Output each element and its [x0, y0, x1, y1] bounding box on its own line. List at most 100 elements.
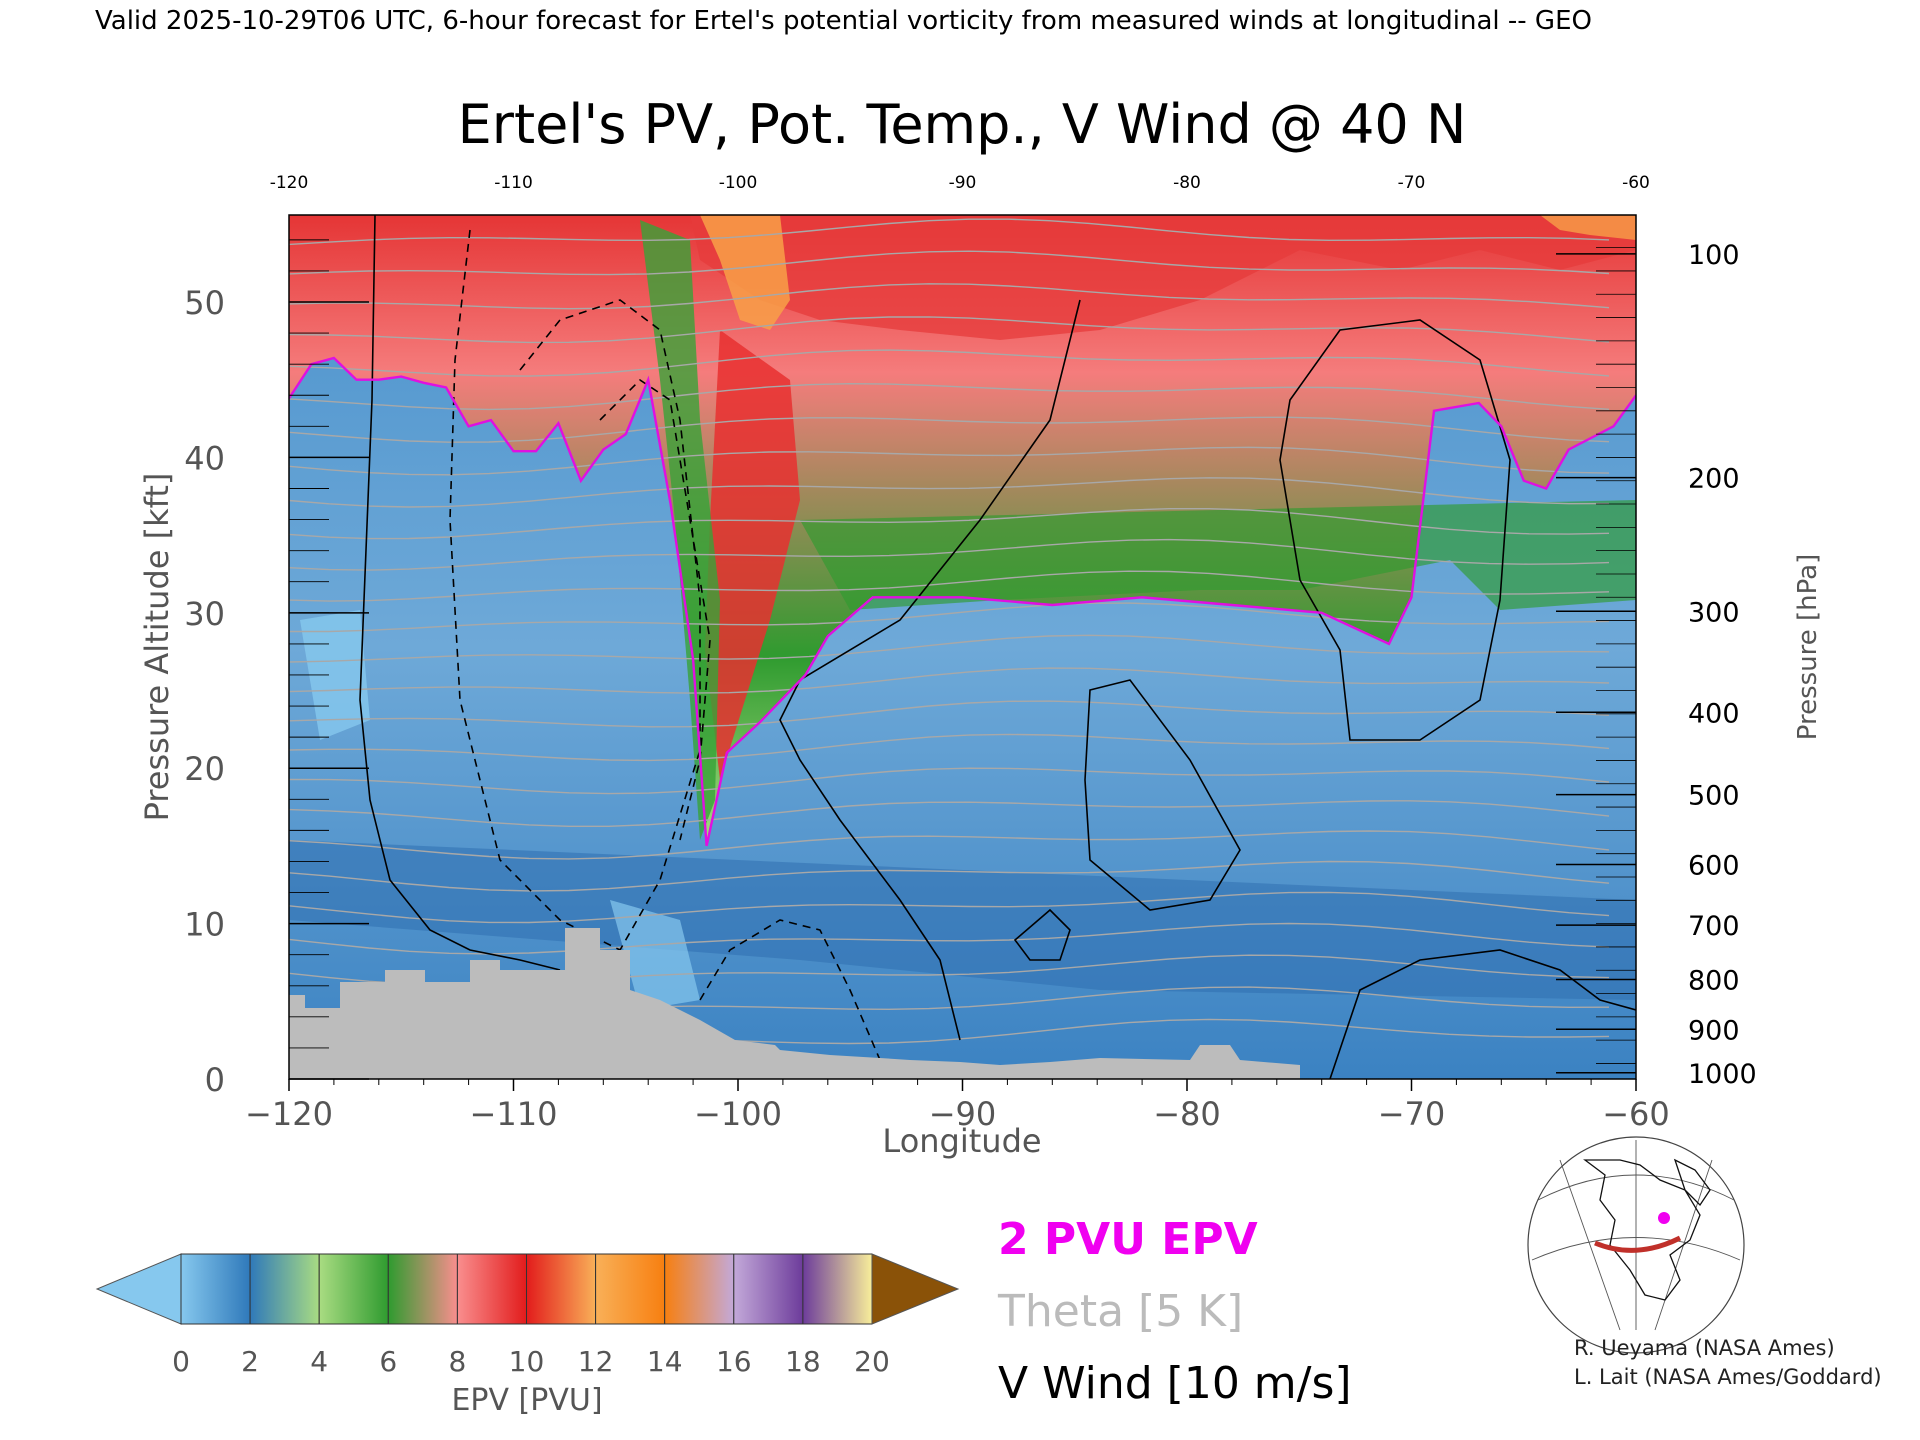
- x-tick-label: −110: [470, 1095, 558, 1133]
- theta-contour-line: [289, 922, 1610, 955]
- colorbar-low-arrow: [95, 1253, 182, 1325]
- credit-lait: L. Lait (NASA Ames/Goddard): [1574, 1365, 1882, 1389]
- v-wind-neg20-contour: [519, 299, 701, 951]
- y-tick-label: 50: [184, 284, 225, 322]
- map-coastline: [1583, 1158, 1711, 1301]
- x-top-axis: -120 -110 -100 -90 -80 -70 -60: [270, 173, 1650, 193]
- pressure-tick-label: 500: [1688, 781, 1740, 812]
- pressure-tick-label: 400: [1688, 698, 1740, 729]
- colorbar-tick-label: 4: [310, 1345, 328, 1378]
- x-top-tick-label: -110: [494, 173, 533, 193]
- y-tick-label: 0: [205, 1061, 225, 1099]
- colorbar: 0 2 4 6 8 10 12 14 16 18 20: [95, 1253, 960, 1378]
- colorbar-tick-label: 2: [241, 1345, 259, 1378]
- x-top-tick-label: -70: [1398, 173, 1426, 193]
- y-tick-label: 30: [184, 595, 225, 633]
- pressure-tick-label: 700: [1688, 911, 1740, 942]
- colorbar-label: EPV [PVU]: [451, 1383, 602, 1418]
- theta-contour-line: [289, 316, 1610, 344]
- colorbar-tick-label: 12: [578, 1345, 614, 1378]
- theta-contour-line: [289, 602, 1610, 633]
- x-tick-label: −60: [1602, 1095, 1670, 1133]
- colorbar-tick-label: 6: [379, 1345, 397, 1378]
- x-tick-label: −80: [1153, 1095, 1221, 1133]
- colorbar-high-arrow: [871, 1253, 960, 1325]
- upper-red-core: [690, 215, 1636, 340]
- pressure-tick-label: 600: [1688, 851, 1740, 882]
- v-wind-contours: [359, 215, 1636, 1079]
- colorbar-tick-label: 20: [854, 1345, 890, 1378]
- legend-theta: Theta [5 K]: [997, 1286, 1243, 1337]
- colorbar-segment: [664, 1253, 735, 1325]
- colorbar-segment: [456, 1253, 527, 1325]
- x-top-tick-label: -60: [1622, 173, 1650, 193]
- pressure-tick-label: 200: [1688, 464, 1740, 495]
- colorbar-segment: [526, 1253, 597, 1325]
- v-wind-zero-contour-mid: [779, 299, 1081, 1041]
- lower-dark-blue: [289, 840, 1636, 1000]
- y-axis-right-label: Pressure [hPa]: [1793, 554, 1823, 741]
- colorbar-tick-label: 8: [448, 1345, 466, 1378]
- pressure-tick-label: 300: [1688, 597, 1740, 628]
- colorbar-segment: [802, 1253, 873, 1325]
- credit-ueyama: R. Ueyama (NASA Ames): [1574, 1336, 1835, 1360]
- y-tick-label: 20: [184, 750, 225, 788]
- theta-contours: [289, 218, 1610, 1047]
- v-wind-10-contour-lower: [1329, 949, 1636, 1079]
- x-tick-label: −120: [245, 1095, 333, 1133]
- v-wind-10-contour-loop: [1084, 679, 1241, 911]
- theta-contour-line: [289, 250, 1610, 276]
- tropopause-2pvu-line: [289, 356, 1636, 847]
- y-tick-label: 40: [184, 439, 225, 477]
- pressure-tick-label: 100: [1688, 240, 1740, 271]
- x-tick-label: −100: [694, 1095, 782, 1133]
- theta-contour-line: [289, 830, 1610, 860]
- upper-orange-patch-2: [1540, 215, 1636, 240]
- v-wind-neg10-contour: [449, 229, 621, 951]
- theta-contour-line: [289, 508, 1610, 540]
- colorbar-segment: [387, 1253, 458, 1325]
- theta-contour-line: [289, 733, 1610, 762]
- v-wind-zero-contour-west: [359, 215, 561, 971]
- y-axis-altitude: 0 10 20 30 40 50: [184, 239, 369, 1099]
- map-marker: [1658, 1212, 1670, 1224]
- pressure-tick-label: 800: [1688, 966, 1740, 997]
- x-top-tick-label: -90: [949, 173, 977, 193]
- y-axis-pressure: 100 200 300 400 500 600 700 800 900 1000: [1556, 240, 1757, 1090]
- theta-contour-line: [289, 416, 1610, 443]
- valid-time-header: Valid 2025-10-29T06 UTC, 6-hour forecast…: [95, 6, 1592, 36]
- upper-orange-patch: [700, 215, 790, 330]
- x-axis: −120 −110 −100 −90 −80 −70 −60: [245, 1079, 1670, 1133]
- theta-contour-line: [289, 700, 1610, 728]
- epv-field: [289, 215, 1636, 1079]
- v-wind-10-contour-east: [1279, 319, 1511, 741]
- colorbar-tick-label: 0: [172, 1345, 190, 1378]
- y-tick-label: 10: [184, 906, 225, 944]
- colorbar-tick-label: 10: [509, 1345, 545, 1378]
- theta-contour-line: [289, 767, 1610, 795]
- theta-contour-line: [289, 800, 1610, 827]
- theta-contour-line: [289, 538, 1610, 571]
- theta-contour-line: [289, 218, 1610, 246]
- x-top-tick-label: -80: [1173, 173, 1201, 193]
- v-wind-neg30-contour-low: [699, 919, 881, 1061]
- colorbar-tick-label: 14: [647, 1345, 683, 1378]
- x-tick-label: −90: [929, 1095, 997, 1133]
- topography: [289, 928, 1300, 1079]
- theta-contour-line: [289, 891, 1610, 924]
- theta-contour-line: [289, 634, 1610, 663]
- x-tick-label: −70: [1378, 1095, 1446, 1133]
- pressure-tick-label: 900: [1688, 1015, 1740, 1046]
- colorbar-segment: [249, 1253, 320, 1325]
- theta-contour-line: [289, 283, 1610, 310]
- colorbar-tick-label: 18: [785, 1345, 821, 1378]
- pressure-tick-label: 1000: [1688, 1059, 1757, 1090]
- legend-2pvu-epv: 2 PVU EPV: [998, 1214, 1258, 1265]
- theta-contour-line: [289, 860, 1610, 892]
- legend-v-wind: V Wind [10 m/s]: [998, 1358, 1352, 1409]
- colorbar-segment: [318, 1253, 389, 1325]
- colorbar-segment: [733, 1253, 804, 1325]
- location-map-inset: [1527, 1136, 1745, 1354]
- theta-contour-line: [289, 477, 1610, 508]
